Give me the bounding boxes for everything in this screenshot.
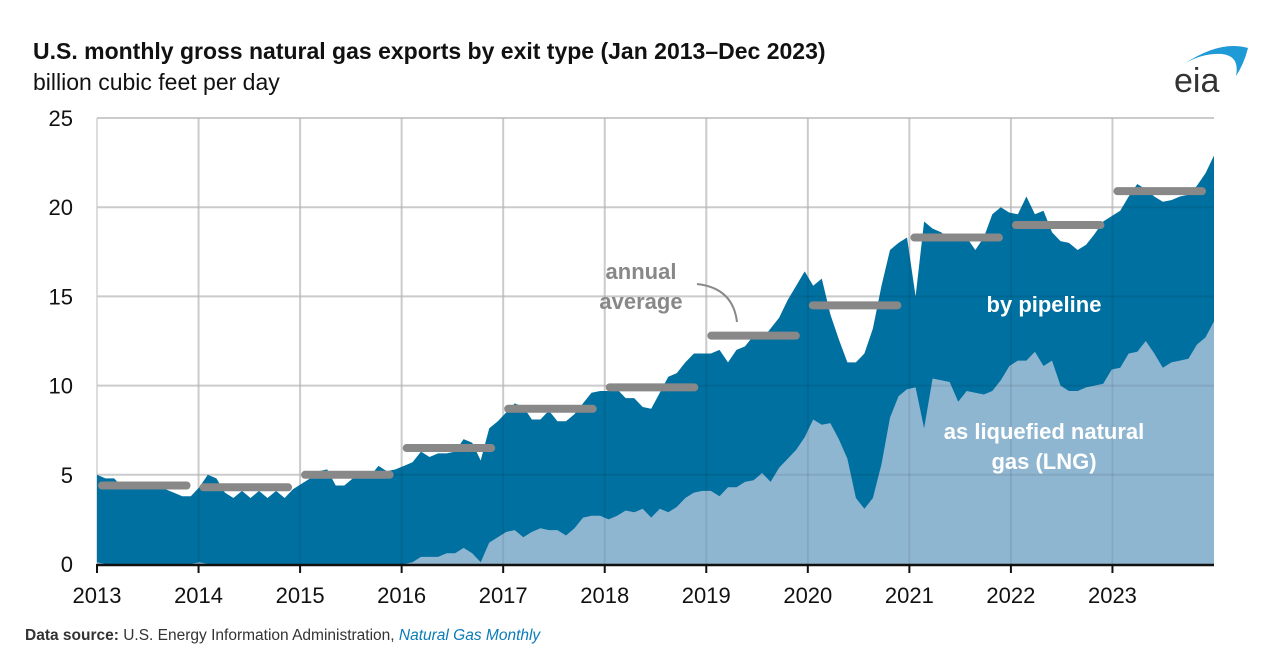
x-tick-label: 2013 [73, 583, 122, 608]
x-tick-label: 2022 [986, 583, 1035, 608]
gridlines-overlay [97, 117, 1214, 564]
y-tick-label: 15 [49, 284, 73, 309]
x-tick-label: 2016 [377, 583, 426, 608]
chart-title: U.S. monthly gross natural gas exports b… [33, 38, 826, 64]
x-tick-label: 2019 [682, 583, 731, 608]
eia-logo-icon: eia [1174, 46, 1248, 100]
eia-logo-text: eia [1174, 62, 1219, 100]
data-source-link[interactable]: Natural Gas Monthly [398, 627, 541, 644]
x-tick-labels: 2013 2014 2015 2016 2017 2018 2019 2020 … [73, 583, 1137, 608]
x-tick-label: 2021 [885, 583, 934, 608]
x-tick-marks [96, 564, 1114, 573]
eia-logo-swoosh [1184, 46, 1248, 76]
annual-average-leader-line [696, 283, 738, 323]
data-source-label: Data source: [25, 627, 119, 644]
y-tick-labels: 0 5 10 15 20 25 [49, 106, 73, 577]
areas [97, 155, 1214, 564]
y-tick-label: 20 [49, 195, 73, 220]
data-source: Data source: U.S. Energy Information Adm… [25, 627, 540, 645]
data-source-text: U.S. Energy Information Administration, [123, 627, 395, 644]
y-tick-label: 0 [61, 552, 73, 577]
x-tick-label: 2015 [276, 583, 325, 608]
annual-average-label-line1: annual [606, 259, 677, 284]
y-tick-label: 25 [49, 106, 73, 131]
lng-label-line1: as liquefied natural [944, 419, 1145, 444]
x-tick-label: 2014 [174, 583, 223, 608]
lng-label-line2: gas (LNG) [991, 449, 1096, 474]
x-tick-label: 2018 [580, 583, 629, 608]
chart-subtitle: billion cubic feet per day [33, 69, 280, 95]
x-tick-label: 2017 [479, 583, 528, 608]
y-tick-label: 5 [61, 463, 73, 488]
pipeline-label: by pipeline [987, 292, 1102, 317]
x-tick-label: 2020 [783, 583, 832, 608]
lng-area [97, 321, 1214, 564]
annual-average-bars [98, 187, 1206, 492]
y-tick-label: 10 [49, 374, 73, 399]
eia-logo: eia [1170, 42, 1270, 102]
annual-average-label-line2: average [599, 289, 682, 314]
x-tick-label: 2023 [1088, 583, 1137, 608]
area-chart: 0 5 10 15 20 25 2013 2014 2015 2016 2017… [49, 106, 1214, 608]
